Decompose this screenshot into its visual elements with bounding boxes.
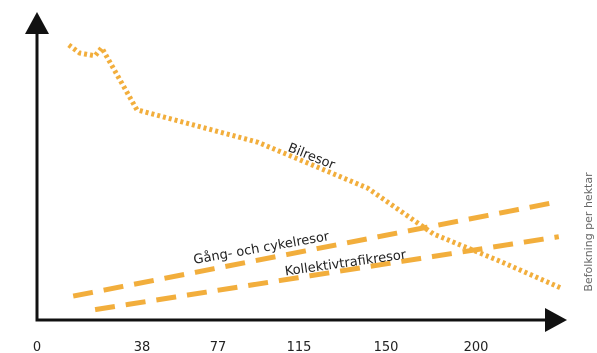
axes [25,12,567,332]
y-axis-arrow [25,12,49,34]
x-tick-label: 115 [287,340,312,353]
x-tick-label: 150 [374,340,399,353]
x-tick-label: 38 [134,340,151,353]
y-axis-label: Befolkning per hektar [582,172,595,292]
series-line-kollektivtrafikresor [94,234,560,313]
series-layer [67,42,563,313]
x-tick-labels: 0 38 77 115 150 200 [33,340,489,353]
series-label-bilresor: Bilresor [286,141,338,174]
x-tick-label: 0 [33,340,41,353]
series-line-gang-och-cykelresor [72,199,560,299]
x-tick-label: 200 [464,340,489,353]
x-tick-label: 77 [210,340,227,353]
x-axis-arrow [545,308,567,332]
series-line-bilresor [67,42,563,291]
